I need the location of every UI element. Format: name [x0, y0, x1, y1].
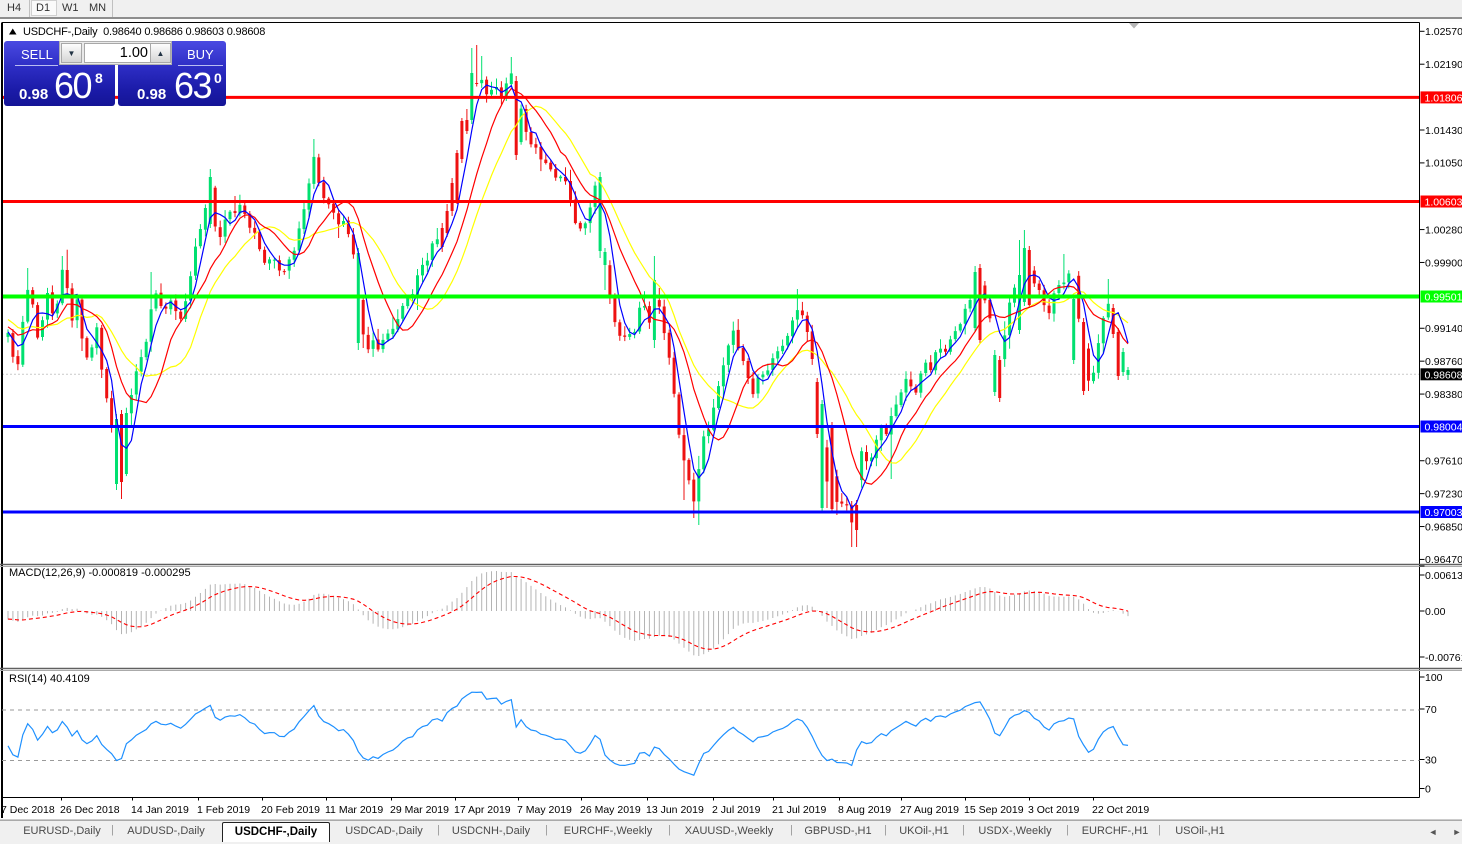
svg-text:0.98760: 0.98760 — [1425, 356, 1462, 368]
svg-text:0.99140: 0.99140 — [1425, 323, 1462, 335]
svg-text:20 Feb 2019: 20 Feb 2019 — [261, 804, 320, 816]
svg-text:30: 30 — [1425, 754, 1437, 766]
svg-text:USDCHF-,Daily 0.98640 0.98686: USDCHF-,Daily 0.98640 0.98686 0.98603 0.… — [23, 26, 265, 38]
svg-text:21 Jul 2019: 21 Jul 2019 — [772, 804, 826, 816]
svg-text:1.02570: 1.02570 — [1425, 26, 1462, 38]
svg-text:26 May 2019: 26 May 2019 — [580, 804, 641, 816]
svg-text:1.00603: 1.00603 — [1425, 197, 1462, 209]
svg-text:0.96850: 0.96850 — [1425, 521, 1462, 533]
svg-text:70: 70 — [1425, 704, 1437, 716]
svg-text:0: 0 — [1425, 783, 1431, 795]
svg-text:0.97230: 0.97230 — [1425, 488, 1462, 500]
svg-text:0.00613: 0.00613 — [1425, 570, 1462, 582]
svg-text:17 Apr 2019: 17 Apr 2019 — [454, 804, 511, 816]
svg-text:26 Dec 2018: 26 Dec 2018 — [60, 804, 120, 816]
svg-text:0.96470: 0.96470 — [1425, 554, 1462, 566]
svg-text:1.01050: 1.01050 — [1425, 158, 1462, 170]
svg-text:0.97003: 0.97003 — [1425, 507, 1462, 519]
svg-text:13 Jun 2019: 13 Jun 2019 — [646, 804, 704, 816]
svg-text:MACD(12,26,9) -0.000819 -0.000: MACD(12,26,9) -0.000819 -0.000295 — [9, 567, 191, 579]
svg-text:2 Jul 2019: 2 Jul 2019 — [712, 804, 761, 816]
svg-text:0.98004: 0.98004 — [1425, 422, 1462, 434]
svg-text:8 Aug 2019: 8 Aug 2019 — [838, 804, 891, 816]
svg-text:0.99900: 0.99900 — [1425, 257, 1462, 269]
svg-text:100: 100 — [1425, 672, 1443, 684]
svg-text:1 Feb 2019: 1 Feb 2019 — [197, 804, 250, 816]
svg-text:1.01806: 1.01806 — [1425, 92, 1462, 104]
svg-text:1.02190: 1.02190 — [1425, 59, 1462, 71]
svg-text:RSI(14) 40.4109: RSI(14) 40.4109 — [9, 673, 90, 685]
svg-text:3 Oct 2019: 3 Oct 2019 — [1028, 804, 1080, 816]
svg-text:7 Dec 2018: 7 Dec 2018 — [1, 804, 55, 816]
svg-text:1.01430: 1.01430 — [1425, 125, 1462, 137]
svg-text:22 Oct 2019: 22 Oct 2019 — [1092, 804, 1149, 816]
svg-text:0.97610: 0.97610 — [1425, 456, 1462, 468]
svg-text:0.99501: 0.99501 — [1425, 292, 1462, 304]
svg-text:15 Sep 2019: 15 Sep 2019 — [964, 804, 1024, 816]
svg-text:11 Mar 2019: 11 Mar 2019 — [325, 804, 383, 816]
svg-text:0.00: 0.00 — [1425, 606, 1446, 618]
svg-text:-0.007612: -0.007612 — [1425, 652, 1462, 664]
svg-text:14 Jan 2019: 14 Jan 2019 — [131, 804, 189, 816]
svg-text:0.98380: 0.98380 — [1425, 389, 1462, 401]
svg-text:0.98608: 0.98608 — [1425, 369, 1462, 381]
svg-text:29 Mar 2019: 29 Mar 2019 — [390, 804, 449, 816]
svg-text:27 Aug 2019: 27 Aug 2019 — [900, 804, 959, 816]
svg-text:1.00280: 1.00280 — [1425, 224, 1462, 236]
svg-text:7 May 2019: 7 May 2019 — [517, 804, 572, 816]
